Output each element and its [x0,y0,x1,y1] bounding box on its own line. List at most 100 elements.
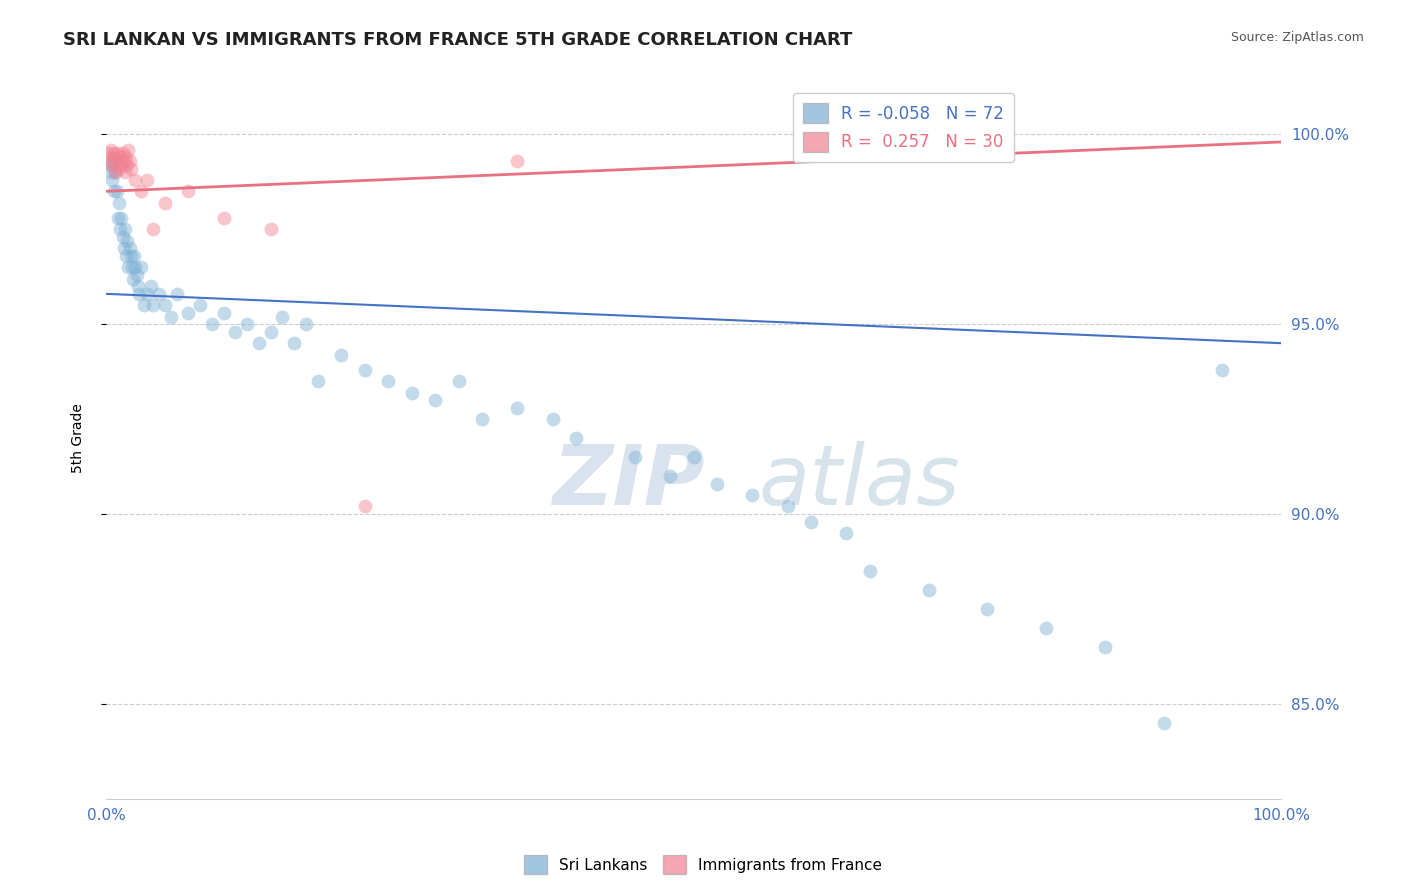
Point [212,306,235,320]
Point [624,450,647,464]
Point [682,450,704,464]
Point [166,286,188,301]
Point [976,602,998,616]
Point [706,476,728,491]
Text: ZIP: ZIP [553,441,706,522]
Point [148,286,170,301]
Point [101,173,124,187]
Point [110,211,132,225]
Point [201,317,224,331]
Point [105,184,128,198]
Point [295,317,318,331]
Point [506,153,529,168]
Point [236,317,259,331]
Point [108,150,131,164]
Point [259,222,281,236]
Point [118,241,141,255]
Point [114,165,136,179]
Point [1094,640,1116,654]
Point [741,488,763,502]
Point [835,526,858,541]
Point [177,184,200,198]
Point [271,310,294,324]
Point [127,279,149,293]
Point [159,310,181,324]
Point [105,153,128,168]
Point [1035,621,1057,635]
Point [541,412,564,426]
Point [1211,363,1233,377]
Point [117,260,139,275]
Point [115,158,138,172]
Point [353,363,375,377]
Point [377,374,399,388]
Text: atlas: atlas [758,441,960,522]
Point [112,241,135,255]
Point [101,150,124,164]
Point [110,158,132,172]
Point [108,222,131,236]
Point [97,146,120,161]
Point [101,153,124,168]
Point [104,165,127,179]
Point [125,268,148,282]
Point [121,260,143,275]
Point [101,158,124,172]
Text: Source: ZipAtlas.com: Source: ZipAtlas.com [1230,31,1364,45]
Point [353,500,375,514]
Point [107,211,129,225]
Point [917,582,939,597]
Point [111,230,134,244]
Point [124,249,146,263]
Point [142,298,165,312]
Point [103,184,125,198]
Point [124,173,146,187]
Y-axis label: 5th Grade: 5th Grade [72,403,86,473]
Legend: R = -0.058   N = 72, R =  0.257   N = 30: R = -0.058 N = 72, R = 0.257 N = 30 [793,93,1014,162]
Point [115,150,138,164]
Point [120,161,142,176]
Point [112,153,135,168]
Point [100,143,122,157]
Point [212,211,235,225]
Point [124,260,146,275]
Point [1153,715,1175,730]
Point [136,286,159,301]
Point [423,393,446,408]
Point [283,336,305,351]
Point [142,222,165,236]
Point [108,161,131,176]
Point [107,146,129,161]
Legend: Sri Lankans, Immigrants from France: Sri Lankans, Immigrants from France [517,849,889,880]
Point [259,325,281,339]
Point [100,165,122,179]
Text: SRI LANKAN VS IMMIGRANTS FROM FRANCE 5TH GRADE CORRELATION CHART: SRI LANKAN VS IMMIGRANTS FROM FRANCE 5TH… [63,31,852,49]
Point [859,564,882,578]
Point [111,146,134,161]
Point [447,374,470,388]
Point [247,336,270,351]
Point [506,401,529,415]
Point [120,249,142,263]
Point [108,195,131,210]
Point [177,306,200,320]
Point [139,279,162,293]
Point [776,500,799,514]
Point [471,412,494,426]
Point [98,158,121,172]
Point [659,469,682,483]
Point [188,298,211,312]
Point [224,325,246,339]
Point [118,153,141,168]
Point [132,298,155,312]
Point [128,286,150,301]
Point [330,348,353,362]
Point [131,260,153,275]
Point [153,298,176,312]
Point [114,222,136,236]
Point [800,515,823,529]
Point [104,165,127,179]
Point [122,271,145,285]
Point [307,374,329,388]
Point [103,146,125,161]
